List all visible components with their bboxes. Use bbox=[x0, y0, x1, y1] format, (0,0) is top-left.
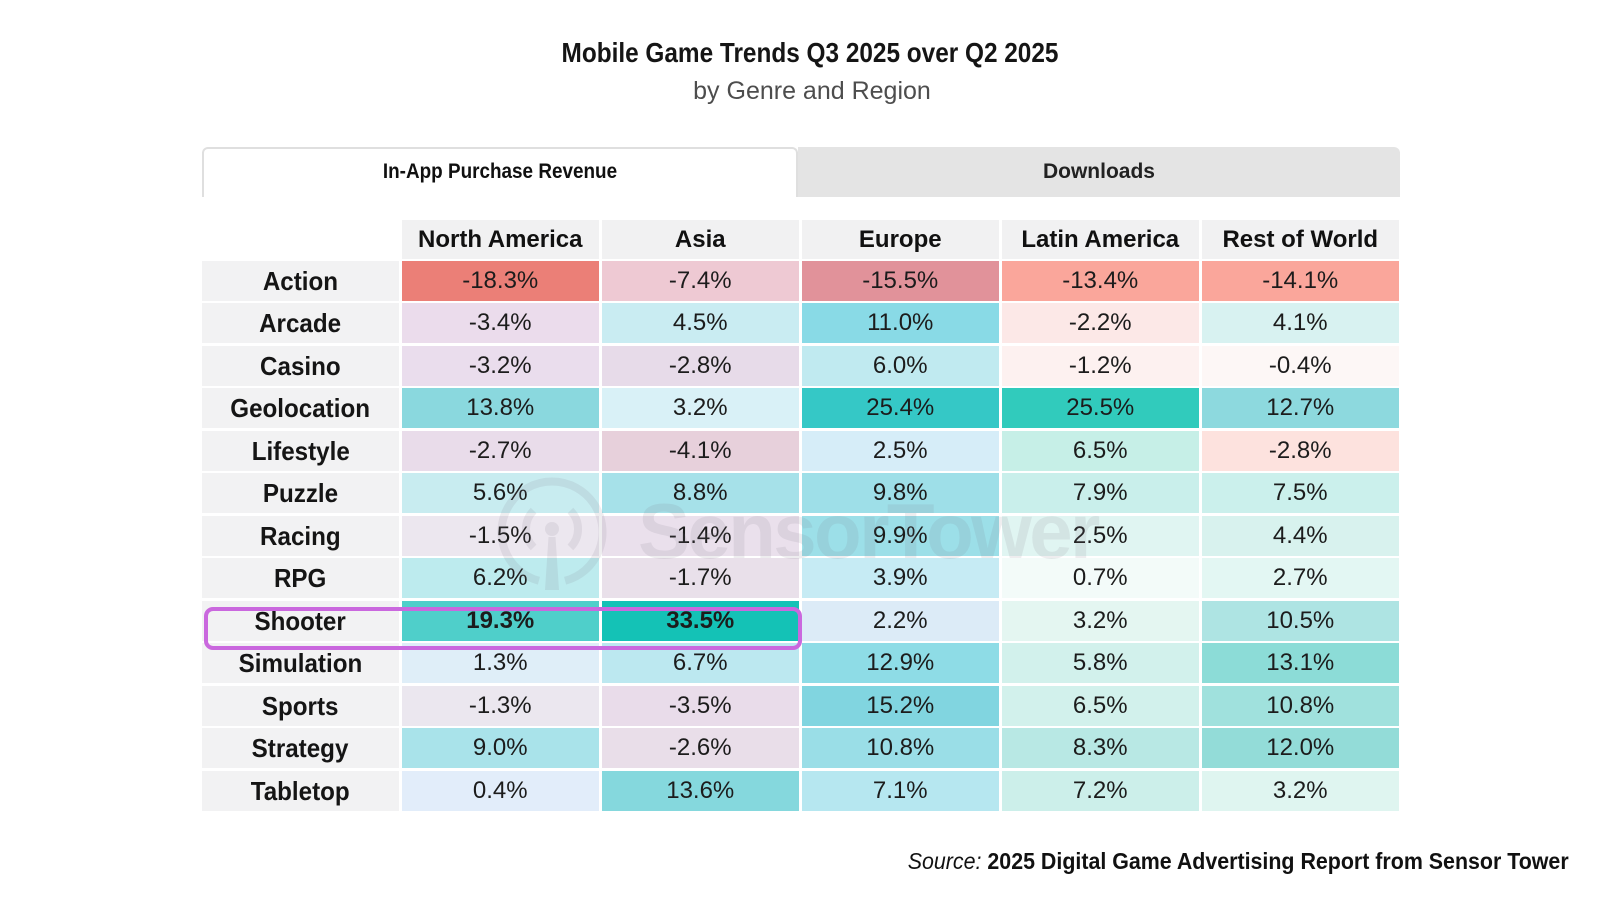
svg-text:SensorTower: SensorTower bbox=[638, 487, 1100, 575]
